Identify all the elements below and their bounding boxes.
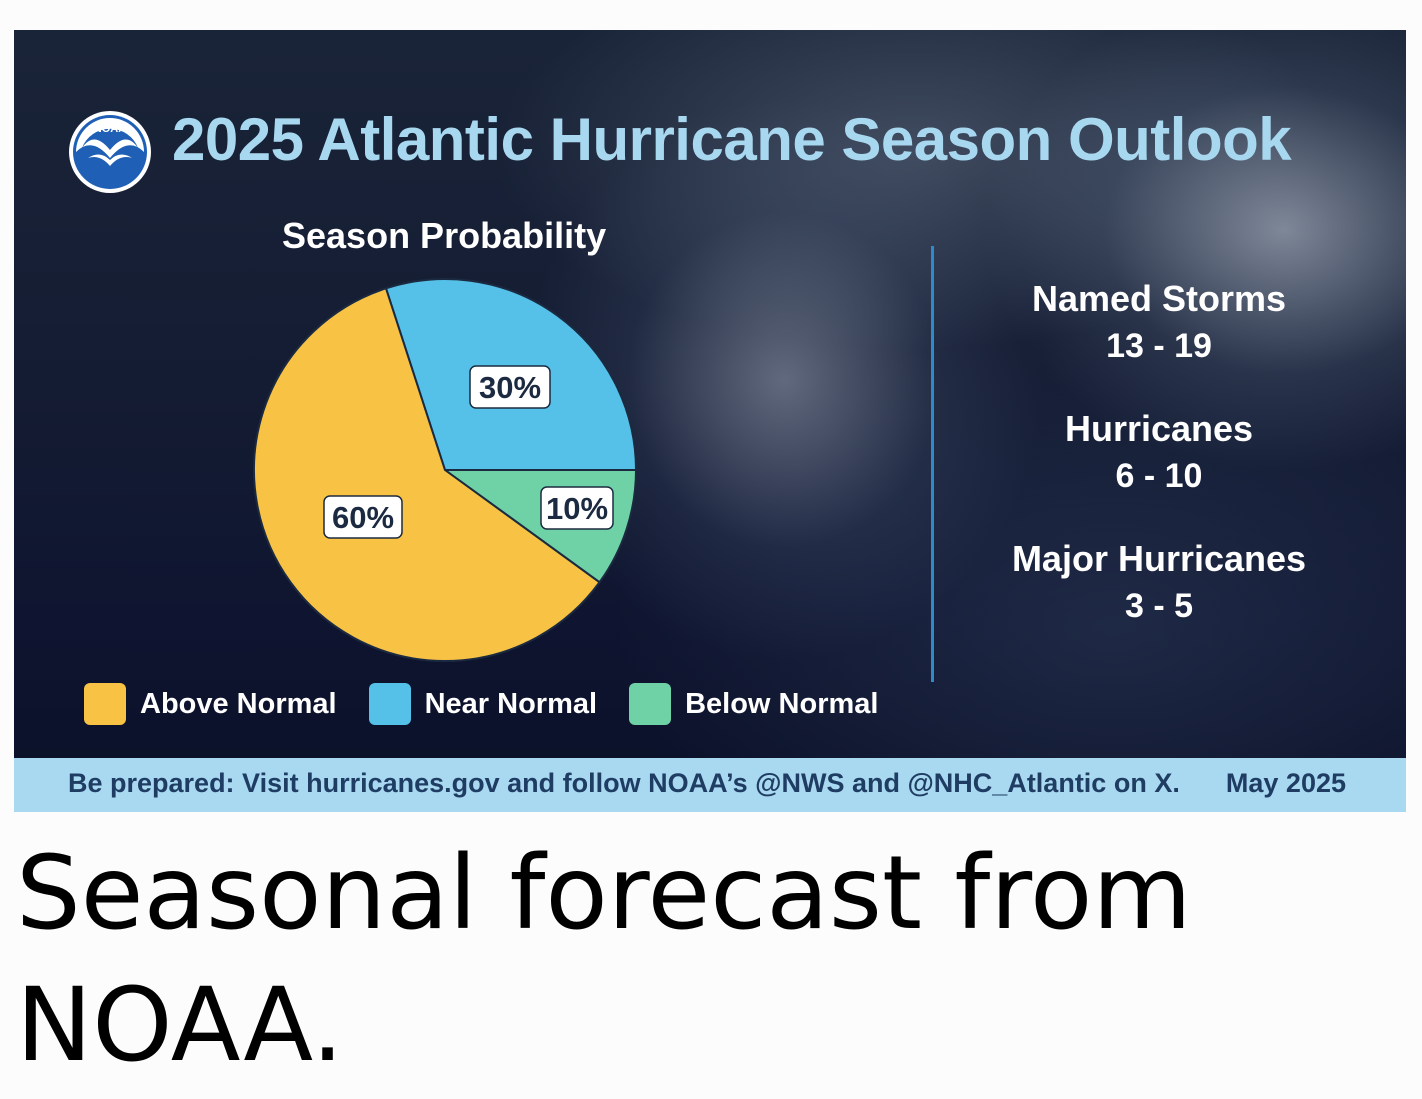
pie-label-below-normal: 10% <box>540 486 614 530</box>
stat-value: 6 - 10 <box>1115 457 1203 495</box>
footer-date: May 2025 <box>1225 768 1346 798</box>
pie-chart: 30% 10% 60% <box>253 278 638 662</box>
legend-swatch-above-normal <box>84 683 126 725</box>
legend-label-below-normal: Below Normal <box>685 687 879 720</box>
image-caption: Seasonal forecast from NOAA. <box>16 834 1192 1085</box>
stat-value: 13 - 19 <box>1106 327 1212 365</box>
storm-count-panel: Named Storms 13 - 19 Hurricanes 6 - 10 M… <box>974 275 1344 665</box>
pie-label-near-normal: 30% <box>469 365 551 409</box>
pie-slice-above-normal <box>253 287 601 662</box>
page-title: 2025 Atlantic Hurricane Season Outlook <box>172 106 1292 173</box>
outlook-infographic: NOAA 2025 Atlantic Hurricane Season Outl… <box>14 30 1406 812</box>
stat-label: Named Storms <box>1031 278 1287 319</box>
legend-swatch-below-normal <box>629 683 672 725</box>
chart-legend: Above Normal Near Normal Below Normal <box>84 682 910 726</box>
section-divider <box>931 246 934 682</box>
stat-value: 3 - 5 <box>1124 587 1194 625</box>
pie-label-above-normal: 60% <box>323 495 403 539</box>
footer-bar: Be prepared: Visit hurricanes.gov and fo… <box>14 758 1406 812</box>
logo-text: NOAA <box>94 123 126 135</box>
svg-text:10%: 10% <box>546 491 608 526</box>
footer-message: Be prepared: Visit hurricanes.gov and fo… <box>68 768 1180 798</box>
svg-text:60%: 60% <box>332 500 394 535</box>
stat-label: Hurricanes <box>1064 408 1254 449</box>
chart-title: Season Probability <box>282 215 607 256</box>
legend-swatch-near-normal <box>368 683 411 725</box>
legend-item-near-normal: Near Normal <box>368 683 598 725</box>
stat-major-hurricanes: Major Hurricanes 3 - 5 <box>974 535 1344 629</box>
stat-hurricanes: Hurricanes 6 - 10 <box>974 405 1344 499</box>
stat-label: Major Hurricanes <box>1011 538 1307 579</box>
legend-item-below-normal: Below Normal <box>629 683 878 725</box>
legend-label-near-normal: Near Normal <box>424 687 598 720</box>
stat-named-storms: Named Storms 13 - 19 <box>974 275 1344 369</box>
legend-item-above-normal: Above Normal <box>84 683 337 725</box>
noaa-logo-icon: NOAA <box>69 111 151 193</box>
legend-label-above-normal: Above Normal <box>140 687 337 720</box>
svg-text:30%: 30% <box>479 370 541 405</box>
